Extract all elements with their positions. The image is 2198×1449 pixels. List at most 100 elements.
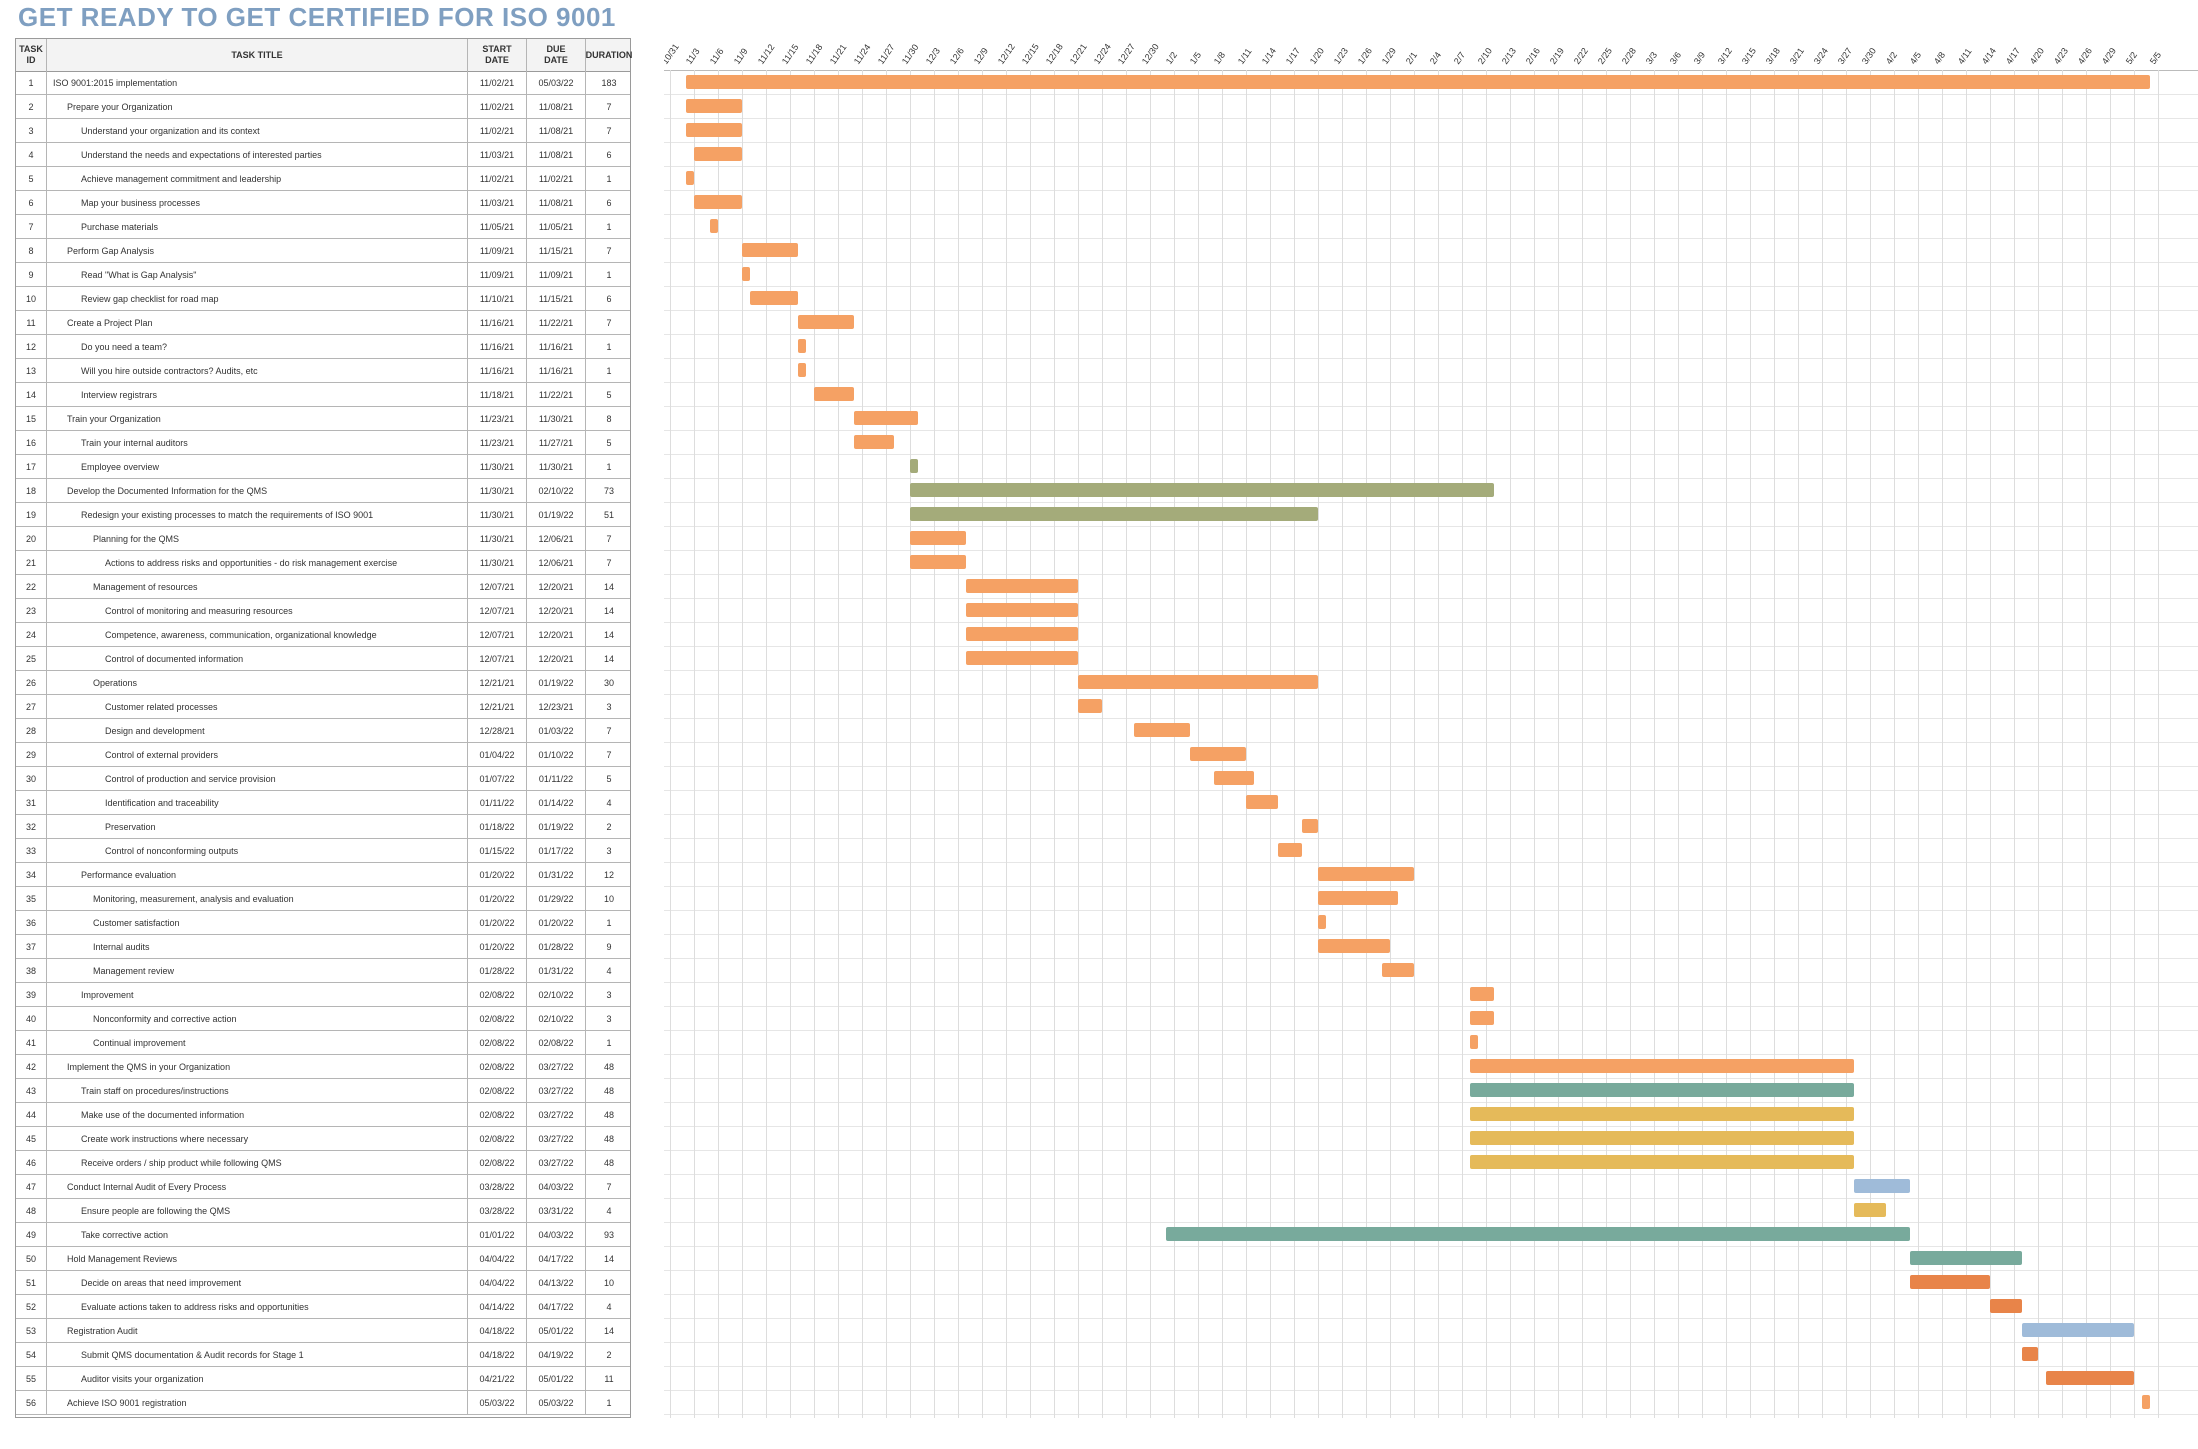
table-row[interactable]: 47 Conduct Internal Audit of Every Proces… — [16, 1175, 630, 1199]
gantt-bar[interactable] — [1134, 723, 1190, 737]
column-header-start-date[interactable]: START DATE — [468, 39, 527, 71]
gantt-bar[interactable] — [742, 267, 750, 281]
table-row[interactable]: 26 Operations 12/21/21 01/19/22 30 — [16, 671, 630, 695]
table-row[interactable]: 40 Nonconformity and corrective action 02/… — [16, 1007, 630, 1031]
table-row[interactable]: 21 Actions to address risks and opportuni… — [16, 551, 630, 575]
column-header-due-date[interactable]: DUE DATE — [527, 39, 586, 71]
gantt-bar[interactable] — [1470, 1083, 1854, 1097]
table-row[interactable]: 1 ISO 9001:2015 implementation 11/02/21 05/… — [16, 71, 630, 95]
table-row[interactable]: 10 Review gap checklist for road map 11/10… — [16, 287, 630, 311]
table-row[interactable]: 15 Train your Organization 11/23/21 11/30/2… — [16, 407, 630, 431]
gantt-bar[interactable] — [910, 459, 918, 473]
gantt-bar[interactable] — [1214, 771, 1254, 785]
table-row[interactable]: 38 Management review 01/28/22 01/31/22 4 — [16, 959, 630, 983]
column-header-task-title[interactable]: TASK TITLE — [47, 39, 468, 71]
gantt-bar[interactable] — [694, 195, 742, 209]
table-row[interactable]: 5 Achieve management commitment and leade… — [16, 167, 630, 191]
table-row[interactable]: 53 Registration Audit 04/18/22 05/01/22 14 — [16, 1319, 630, 1343]
gantt-bar[interactable] — [686, 171, 694, 185]
table-row[interactable]: 46 Receive orders / ship product while fo… — [16, 1151, 630, 1175]
gantt-bar[interactable] — [910, 483, 1494, 497]
table-row[interactable]: 23 Control of monitoring and measuring re… — [16, 599, 630, 623]
table-row[interactable]: 6 Map your business processes 11/03/21 11/0… — [16, 191, 630, 215]
gantt-bar[interactable] — [966, 651, 1078, 665]
table-row[interactable]: 41 Continual improvement 02/08/22 02/08/22 1 — [16, 1031, 630, 1055]
table-row[interactable]: 18 Develop the Documented Information for… — [16, 479, 630, 503]
table-row[interactable]: 11 Create a Project Plan 11/16/21 11/22/21 7 — [16, 311, 630, 335]
table-row[interactable]: 34 Performance evaluation 01/20/22 01/31/22… — [16, 863, 630, 887]
table-row[interactable]: 50 Hold Management Reviews 04/04/22 04/17/2… — [16, 1247, 630, 1271]
gantt-bar[interactable] — [1854, 1203, 1886, 1217]
gantt-bar[interactable] — [1190, 747, 1246, 761]
gantt-bar[interactable] — [686, 75, 2150, 89]
gantt-bar[interactable] — [1166, 1227, 1910, 1241]
gantt-bar[interactable] — [742, 243, 798, 257]
table-row[interactable]: 14 Interview registrars 11/18/21 11/22/21 5 — [16, 383, 630, 407]
table-row[interactable]: 3 Understand your organization and its co… — [16, 119, 630, 143]
table-row[interactable]: 19 Redesign your existing processes to ma… — [16, 503, 630, 527]
gantt-bar[interactable] — [910, 555, 966, 569]
gantt-bar[interactable] — [2046, 1371, 2134, 1385]
gantt-bar[interactable] — [1910, 1275, 1990, 1289]
gantt-bar[interactable] — [1318, 915, 1326, 929]
gantt-bar[interactable] — [814, 387, 854, 401]
table-row[interactable]: 36 Customer satisfaction 01/20/22 01/20/22 1 — [16, 911, 630, 935]
table-row[interactable]: 16 Train your internal auditors 11/23/21 11… — [16, 431, 630, 455]
gantt-bar[interactable] — [1470, 1155, 1854, 1169]
gantt-bar[interactable] — [1470, 1011, 1494, 1025]
table-row[interactable]: 7 Purchase materials 11/05/21 11/05/21 1 — [16, 215, 630, 239]
gantt-bar[interactable] — [1854, 1179, 1910, 1193]
table-row[interactable]: 30 Control of production and service prov… — [16, 767, 630, 791]
gantt-bar[interactable] — [1470, 1131, 1854, 1145]
table-row[interactable]: 31 Identification and traceability 01/11/2… — [16, 791, 630, 815]
gantt-bar[interactable] — [2022, 1323, 2134, 1337]
column-header-task-id[interactable]: TASK ID — [16, 39, 47, 71]
table-row[interactable]: 43 Train staff on procedures/instructions… — [16, 1079, 630, 1103]
table-row[interactable]: 22 Management of resources 12/07/21 12/20/2… — [16, 575, 630, 599]
gantt-bar[interactable] — [1278, 843, 1302, 857]
table-row[interactable]: 25 Control of documented information 12/07… — [16, 647, 630, 671]
gantt-bar[interactable] — [1470, 987, 1494, 1001]
column-header-duration[interactable]: DURATION — [585, 49, 633, 60]
gantt-bar[interactable] — [1910, 1251, 2022, 1265]
gantt-bar[interactable] — [1470, 1059, 1854, 1073]
table-row[interactable]: 27 Customer related processes 12/21/21 12/2… — [16, 695, 630, 719]
table-row[interactable]: 44 Make use of the documented information… — [16, 1103, 630, 1127]
table-row[interactable]: 52 Evaluate actions taken to address risk… — [16, 1295, 630, 1319]
gantt-bar[interactable] — [1470, 1107, 1854, 1121]
gantt-bar[interactable] — [798, 339, 806, 353]
table-row[interactable]: 45 Create work instructions where necessa… — [16, 1127, 630, 1151]
table-row[interactable]: 9 Read "What is Gap Analysis" 11/09/21 11/0… — [16, 263, 630, 287]
gantt-bar[interactable] — [686, 99, 742, 113]
table-row[interactable]: 28 Design and development 12/28/21 01/03/22… — [16, 719, 630, 743]
table-row[interactable]: 54 Submit QMS documentation & Audit recor… — [16, 1343, 630, 1367]
gantt-bar[interactable] — [966, 627, 1078, 641]
gantt-bar[interactable] — [710, 219, 718, 233]
table-row[interactable]: 37 Internal audits 01/20/22 01/28/22 9 — [16, 935, 630, 959]
gantt-bar[interactable] — [910, 531, 966, 545]
table-row[interactable]: 29 Control of external providers 01/04/22 0… — [16, 743, 630, 767]
gantt-bar[interactable] — [1990, 1299, 2022, 1313]
table-row[interactable]: 24 Competence, awareness, communication, … — [16, 623, 630, 647]
gantt-bar[interactable] — [910, 507, 1318, 521]
gantt-bar[interactable] — [686, 123, 742, 137]
gantt-bar[interactable] — [1318, 867, 1414, 881]
table-row[interactable]: 48 Ensure people are following the QMS 03/… — [16, 1199, 630, 1223]
gantt-bar[interactable] — [2022, 1347, 2038, 1361]
table-row[interactable]: 55 Auditor visits your organization 04/21/… — [16, 1367, 630, 1391]
table-row[interactable]: 35 Monitoring, measurement, analysis and … — [16, 887, 630, 911]
table-row[interactable]: 56 Achieve ISO 9001 registration 05/03/22 0… — [16, 1391, 630, 1415]
table-row[interactable]: 49 Take corrective action 01/01/22 04/03/22… — [16, 1223, 630, 1247]
table-row[interactable]: 2 Prepare your Organization 11/02/21 11/08/… — [16, 95, 630, 119]
gantt-bar[interactable] — [1470, 1035, 1478, 1049]
table-row[interactable]: 17 Employee overview 11/30/21 11/30/21 1 — [16, 455, 630, 479]
gantt-bar[interactable] — [1302, 819, 1318, 833]
gantt-bar[interactable] — [798, 315, 854, 329]
table-row[interactable]: 12 Do you need a team? 11/16/21 11/16/21 1 — [16, 335, 630, 359]
gantt-bar[interactable] — [1078, 699, 1102, 713]
table-row[interactable]: 39 Improvement 02/08/22 02/10/22 3 — [16, 983, 630, 1007]
gantt-bar[interactable] — [1318, 891, 1398, 905]
gantt-bar[interactable] — [750, 291, 798, 305]
gantt-bar[interactable] — [2142, 1395, 2150, 1409]
table-row[interactable]: 51 Decide on areas that need improvement 0… — [16, 1271, 630, 1295]
